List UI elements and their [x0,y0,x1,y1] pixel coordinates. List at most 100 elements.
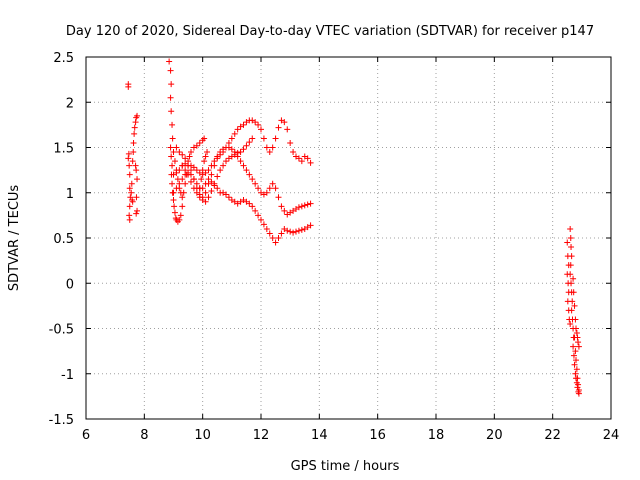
data-point [255,212,262,219]
data-point [196,194,203,201]
data-point [240,146,247,153]
x-axis-label: GPS time / hours [291,459,400,474]
data-point [246,200,253,207]
data-point [281,207,288,214]
data-point [125,150,132,157]
data-point [171,203,178,210]
data-point [246,139,253,146]
data-point [298,226,305,233]
data-point [568,244,575,251]
data-point [249,135,256,142]
data-point [193,142,200,149]
data-points [125,58,582,397]
data-point [243,142,250,149]
data-point [202,180,209,187]
x-tick-label: 20 [486,428,503,443]
data-point [570,275,577,282]
data-point [176,180,183,187]
data-point [567,225,574,232]
data-point [208,187,215,194]
data-point [199,167,206,174]
data-point [260,135,267,142]
data-point [575,381,582,388]
data-point [293,228,299,235]
data-point [168,81,175,88]
data-point [193,189,200,196]
data-point [173,144,180,151]
data-point [225,194,232,201]
data-point [169,135,176,142]
data-point [573,330,580,337]
data-point [173,169,180,176]
data-point [568,307,575,314]
data-point [223,191,229,198]
data-point [571,334,578,341]
data-point [185,158,192,165]
data-point [202,189,209,196]
data-point [252,207,259,214]
data-point [266,149,273,156]
x-tick-label: 22 [544,428,561,443]
data-point [167,67,174,74]
data-point [307,222,314,229]
chart-title: Day 120 of 2020, Sidereal Day-to-day VTE… [66,24,594,39]
data-point [307,200,314,207]
x-tick-label: 10 [194,428,211,443]
data-point [205,194,212,201]
data-point [573,366,580,373]
data-point [133,194,140,201]
data-point [281,119,288,126]
data-point [252,180,259,187]
data-point [275,194,282,201]
data-point [572,348,579,355]
data-point [196,139,203,146]
data-point [266,185,273,192]
data-point [182,155,189,162]
data-point [170,196,177,203]
y-tick-label: 0 [66,277,74,292]
data-point [186,153,193,160]
data-point [258,126,264,133]
data-point [567,271,574,278]
data-point [166,58,173,65]
data-point [202,169,209,176]
data-point [272,239,279,246]
data-point [128,180,135,187]
data-point [228,135,235,142]
data-point [129,158,136,165]
x-tick-label: 6 [82,428,90,443]
data-point [204,149,211,156]
data-point [272,185,279,192]
data-point [568,280,575,287]
data-point [269,235,276,241]
data-point [132,162,139,169]
data-point [266,230,273,237]
data-point [128,189,135,196]
data-point [211,180,218,187]
data-point [263,144,270,151]
data-point [574,375,581,382]
data-point [237,149,244,156]
data-point [133,167,140,174]
data-point [202,153,209,160]
data-point [571,302,578,309]
data-point [208,162,215,169]
y-tick-label: -1.5 [49,413,74,428]
data-point [134,207,141,214]
data-point [214,185,221,192]
data-point [255,121,262,128]
data-point [269,144,276,151]
data-point [126,171,133,178]
data-point [572,370,579,377]
data-point [134,112,141,119]
data-point [188,178,194,185]
data-point [263,225,270,232]
data-point [182,167,189,174]
data-point [130,149,137,156]
data-point [290,149,297,156]
data-point [182,180,189,187]
data-point [301,202,308,209]
data-point [231,130,238,137]
y-tick-label: 0.5 [53,232,74,247]
